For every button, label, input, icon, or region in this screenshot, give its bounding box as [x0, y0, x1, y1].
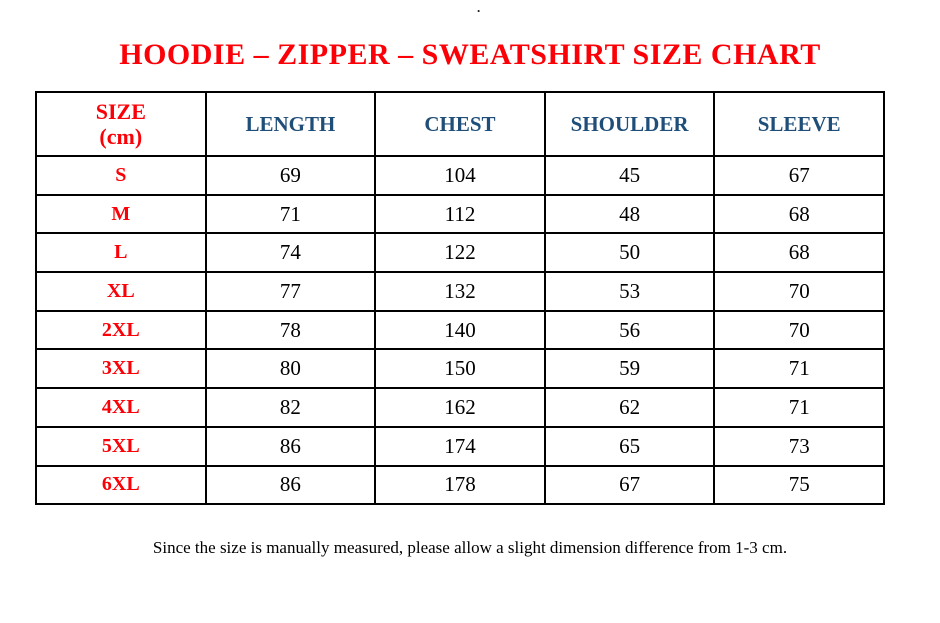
- shoulder-value-cell: 56: [543, 309, 716, 351]
- size-label-cell: 6XL: [35, 464, 207, 506]
- shoulder-value-cell: 53: [543, 271, 716, 312]
- size-label-cell: M: [35, 193, 207, 235]
- shoulder-value-cell: 67: [543, 464, 716, 506]
- sleeve-value-cell: 70: [713, 309, 885, 351]
- shoulder-value-cell: 50: [543, 232, 716, 274]
- shoulder-value-cell: 48: [543, 193, 716, 235]
- length-value-cell: 69: [204, 155, 377, 196]
- chest-value-cell: 140: [374, 309, 546, 351]
- size-label-cell: 4XL: [35, 387, 207, 428]
- length-value-cell: 71: [204, 193, 377, 235]
- sleeve-value-cell: 68: [713, 193, 885, 235]
- sleeve-value-cell: 67: [713, 155, 885, 196]
- table-row: L 74 122 50 68: [35, 232, 885, 274]
- sleeve-value-cell: 68: [713, 232, 885, 274]
- table-row: 4XL 82 162 62 71: [35, 387, 885, 428]
- shoulder-value-cell: 45: [543, 155, 716, 196]
- chest-value-cell: 132: [374, 271, 546, 312]
- column-header-shoulder: SHOULDER: [543, 91, 716, 157]
- chest-value-cell: 104: [374, 155, 546, 196]
- table-row: 5XL 86 174 65 73: [35, 425, 885, 467]
- footer-note: Since the size is manually measured, ple…: [152, 538, 788, 557]
- size-table-body: S 69 104 45 67 M 71 112 48 68 L 74 122 50 68 XL 77 132 53 7…: [35, 155, 885, 506]
- size-label-cell: L: [35, 232, 207, 274]
- table-row: XL 77 132 53 70: [35, 271, 885, 312]
- size-label-cell: 3XL: [35, 348, 207, 390]
- chest-value-cell: 150: [374, 348, 546, 390]
- sleeve-value-cell: 71: [713, 348, 885, 390]
- shoulder-value-cell: 65: [543, 425, 716, 467]
- table-row: 3XL 80 150 59 71: [35, 348, 885, 390]
- table-row: 6XL 86 178 67 75: [35, 464, 885, 506]
- size-header-line2: (cm): [99, 124, 143, 149]
- size-label-cell: S: [35, 155, 207, 196]
- sleeve-value-cell: 70: [713, 271, 885, 312]
- table-row: 2XL 78 140 56 70: [35, 309, 885, 351]
- column-header-length: LENGTH: [204, 91, 377, 157]
- chest-value-cell: 162: [374, 387, 546, 428]
- length-value-cell: 86: [204, 425, 377, 467]
- size-label-cell: 5XL: [35, 425, 207, 467]
- column-header-sleeve: SLEEVE: [713, 91, 885, 157]
- size-header-line1: SIZE: [95, 98, 146, 124]
- length-value-cell: 77: [204, 271, 377, 312]
- column-header-size: SIZE (cm): [35, 91, 207, 157]
- chest-value-cell: 112: [374, 193, 546, 235]
- sleeve-value-cell: 73: [713, 425, 885, 467]
- shoulder-value-cell: 62: [543, 387, 716, 428]
- size-chart-table-header: SIZE (cm) LENGTH CHEST SHOULDER SLEEVE: [35, 91, 885, 157]
- chest-value-cell: 178: [374, 464, 546, 506]
- shoulder-value-cell: 59: [543, 348, 716, 390]
- stray-dot: .: [477, 0, 481, 15]
- page-title: HOODIE – ZIPPER – SWEATSHIRT SIZE CHART: [119, 38, 821, 71]
- size-label-cell: 2XL: [35, 309, 207, 351]
- header-row: SIZE (cm) LENGTH CHEST SHOULDER SLEEVE: [35, 91, 885, 157]
- length-value-cell: 80: [204, 348, 377, 390]
- size-label-cell: XL: [35, 271, 207, 312]
- chest-value-cell: 174: [374, 425, 546, 467]
- sleeve-value-cell: 71: [713, 387, 885, 428]
- column-header-chest: CHEST: [374, 91, 546, 157]
- sleeve-value-cell: 75: [713, 464, 885, 506]
- chest-value-cell: 122: [374, 232, 546, 274]
- length-value-cell: 78: [204, 309, 377, 351]
- length-value-cell: 82: [204, 387, 377, 428]
- table-row: M 71 112 48 68: [35, 193, 885, 235]
- length-value-cell: 74: [204, 232, 377, 274]
- table-row: S 69 104 45 67: [35, 155, 885, 196]
- length-value-cell: 86: [204, 464, 377, 506]
- size-chart-table: SIZE (cm) LENGTH CHEST SHOULDER SLEEVE S…: [35, 91, 885, 506]
